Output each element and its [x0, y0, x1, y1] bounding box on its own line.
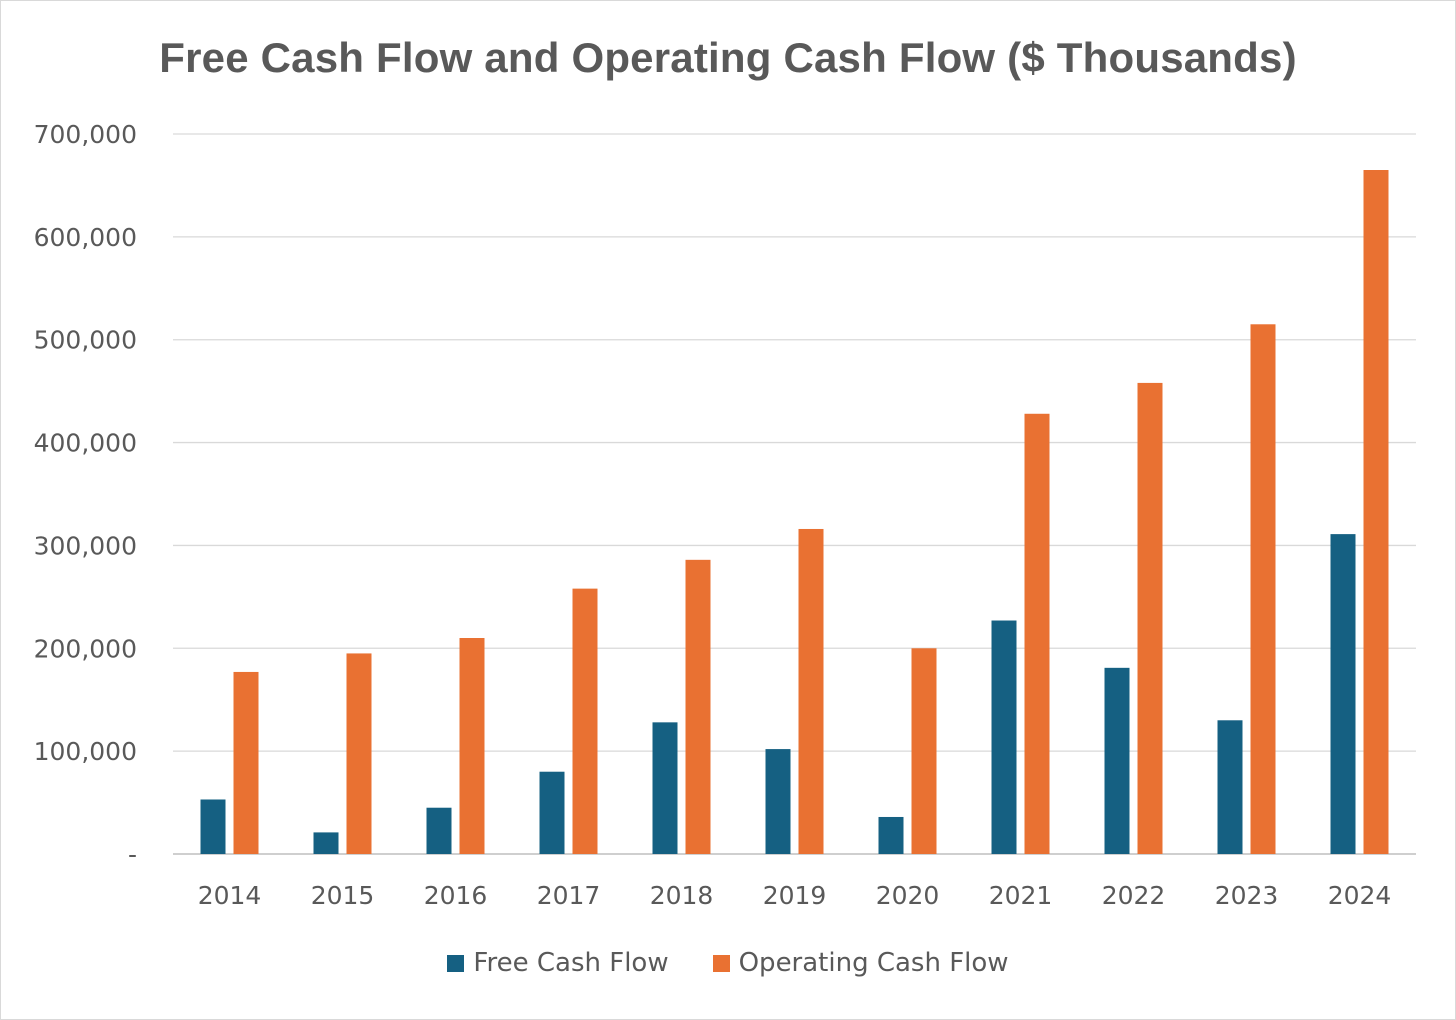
- legend-swatch-operating-cash-flow: [712, 954, 730, 972]
- bars: [200, 170, 1389, 854]
- bar-operating-cash-flow-2015: [346, 653, 372, 854]
- bar-operating-cash-flow-2018: [685, 559, 711, 854]
- x-tick-label: 2015: [311, 881, 375, 910]
- y-tick-label: 600,000: [34, 223, 137, 252]
- bar-operating-cash-flow-2020: [911, 648, 937, 854]
- bar-free-cash-flow-2014: [200, 799, 226, 854]
- legend-label-free-cash-flow: Free Cash Flow: [473, 948, 669, 978]
- bar-free-cash-flow-2021: [991, 620, 1017, 854]
- legend-item-operating-cash-flow: Operating Cash Flow: [712, 948, 1009, 978]
- bar-free-cash-flow-2024: [1330, 534, 1356, 854]
- bar-free-cash-flow-2015: [313, 832, 339, 854]
- y-tick-label: 300,000: [34, 531, 137, 560]
- y-tick-label: 700,000: [34, 120, 137, 149]
- x-tick-label: 2021: [989, 881, 1053, 910]
- bar-operating-cash-flow-2023: [1250, 324, 1276, 854]
- bar-free-cash-flow-2019: [765, 749, 791, 854]
- bar-operating-cash-flow-2022: [1137, 382, 1163, 854]
- x-tick-label: 2016: [424, 881, 488, 910]
- bar-operating-cash-flow-2019: [798, 528, 824, 854]
- bar-free-cash-flow-2023: [1217, 720, 1243, 854]
- bar-free-cash-flow-2018: [652, 722, 678, 854]
- bar-operating-cash-flow-2024: [1363, 170, 1389, 854]
- y-axis: - 100,000 200,000 300,000 400,000 500,000 600,…: [34, 120, 137, 869]
- x-tick-label: 2024: [1328, 881, 1392, 910]
- x-tick-label: 2020: [876, 881, 940, 910]
- y-tick-label: 200,000: [34, 634, 137, 663]
- bar-free-cash-flow-2016: [426, 807, 452, 854]
- gridlines: [173, 133, 1416, 855]
- x-tick-label: 2014: [198, 881, 262, 910]
- legend-item-free-cash-flow: Free Cash Flow: [447, 948, 669, 978]
- legend-label-operating-cash-flow: Operating Cash Flow: [738, 948, 1009, 978]
- x-tick-label: 2023: [1215, 881, 1279, 910]
- legend: Free Cash Flow Operating Cash Flow: [0, 948, 1456, 978]
- bar-operating-cash-flow-2017: [572, 588, 598, 854]
- y-tick-label: 100,000: [34, 737, 137, 766]
- bar-free-cash-flow-2022: [1104, 667, 1130, 854]
- x-tick-label: 2022: [1102, 881, 1166, 910]
- legend-swatch-free-cash-flow: [447, 954, 465, 972]
- bar-free-cash-flow-2020: [878, 816, 904, 854]
- bar-operating-cash-flow-2016: [459, 638, 485, 854]
- y-tick-label: 400,000: [34, 429, 137, 458]
- bar-operating-cash-flow-2021: [1024, 413, 1050, 854]
- y-tick-label: 500,000: [34, 326, 137, 355]
- x-tick-label: 2018: [650, 881, 714, 910]
- bar-operating-cash-flow-2014: [233, 671, 259, 854]
- chart-title: Free Cash Flow and Operating Cash Flow (…: [159, 34, 1297, 81]
- x-tick-label: 2017: [537, 881, 601, 910]
- x-axis: 2014 2015 2016 2017 2018 2019 2020 2021 2022 2023…: [198, 881, 1392, 910]
- y-tick-label: -: [128, 840, 137, 869]
- x-tick-label: 2019: [763, 881, 827, 910]
- bar-free-cash-flow-2017: [539, 771, 565, 854]
